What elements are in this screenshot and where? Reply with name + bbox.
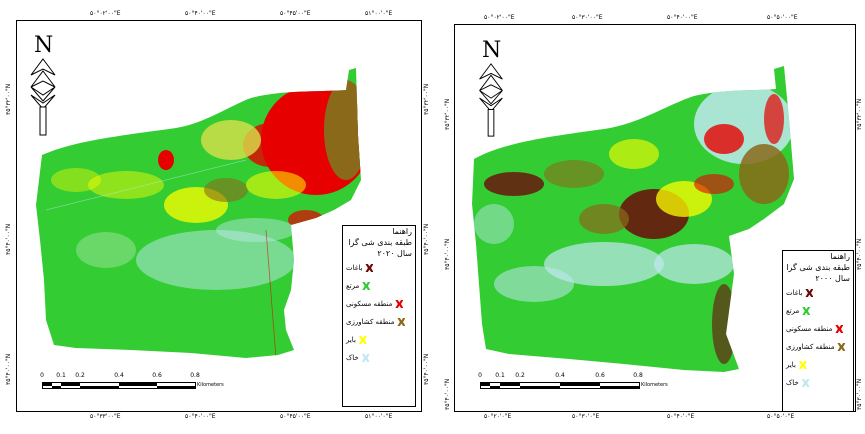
landcover-map-2000 xyxy=(472,66,794,372)
scale-tick: 0.2 xyxy=(75,372,85,379)
north-arrow-icon: N xyxy=(476,38,506,138)
legend-item-label: مرتع xyxy=(786,307,800,315)
legend-title: راهنما xyxy=(392,227,412,236)
bottom-coord: ۵۰°۴۵'۰۰"E xyxy=(280,413,311,420)
agriculture-swatch-icon xyxy=(397,318,406,326)
legend-title: راهنما xyxy=(830,252,850,261)
barren-swatch-icon xyxy=(798,361,807,369)
scale-tick: 0.1 xyxy=(56,372,66,379)
legend-subtitle: طبقه بندی شی گرا xyxy=(348,238,412,247)
legend-item-label: بایر xyxy=(346,336,356,344)
bottom-coord: ۵۰°۳۰'۰"E xyxy=(572,413,600,420)
left-coord: ۳۵°۳۲'۰۰"N xyxy=(5,83,12,115)
legend: راهنما طبقه بندی شی گرا سال ۲۰۲۰ باغات م… xyxy=(342,225,416,407)
scale-bar: 0 0.1 0.2 0.4 0.6 0.8 Kilometers xyxy=(478,372,690,396)
legend-item-label: بایر xyxy=(786,361,796,369)
legend-item: منطقه مسکونی xyxy=(783,320,853,338)
legend-item: مرتع xyxy=(783,302,853,320)
legend-item: خاک xyxy=(783,374,853,392)
barren-swatch-icon xyxy=(358,336,367,344)
soil-swatch-icon xyxy=(361,354,370,362)
scale-tick: 0.1 xyxy=(495,372,505,379)
top-coord: ۵۰°۴۰'۰۰"E xyxy=(185,10,216,17)
legend-item: منطقه کشاورزی xyxy=(783,338,853,356)
orchard-swatch-icon xyxy=(365,264,374,272)
right-coord: ۳۵°۳۰'۰۰"N xyxy=(856,378,863,410)
legend-item: خاک xyxy=(343,349,415,367)
left-coord: ۳۵°۴۰'۰۰"N xyxy=(5,353,12,385)
right-coord: ۳۵°۴۰'۰۰"N xyxy=(423,353,430,385)
top-coord: ۵۰°۴۵'۰۰"E xyxy=(280,10,311,17)
legend-item: بایر xyxy=(783,356,853,374)
legend-item: بایر xyxy=(343,331,415,349)
top-coord: ۵۰°۰۲'۰۰"E xyxy=(90,10,121,17)
legend-item: منطقه کشاورزی xyxy=(343,313,415,331)
bottom-coord: ۵۰°۴۰'۰۰"E xyxy=(185,413,216,420)
left-coord: ۳۵°۴۰'۰۰"N xyxy=(5,223,12,255)
north-arrow-icon: N xyxy=(28,33,58,138)
scale-tick: 0.4 xyxy=(555,372,565,379)
landcover-map-2020 xyxy=(36,68,361,358)
legend-item-label: منطقه مسکونی xyxy=(346,300,393,308)
rangeland-swatch-icon xyxy=(802,307,811,315)
legend-item-label: منطقه مسکونی xyxy=(786,325,833,333)
scale-unit: Kilometers xyxy=(641,382,668,388)
scale-tick: 0.8 xyxy=(190,372,200,379)
legend-year: سال ۲۰۲۰ xyxy=(377,249,412,258)
top-coord: ۵۰°۵۰'۰۰"E xyxy=(767,14,798,21)
legend-item-label: خاک xyxy=(786,379,799,387)
bottom-coord: ۵۱°۰۰'۰"E xyxy=(365,413,393,420)
scale-tick: 0.4 xyxy=(114,372,124,379)
right-coord: ۳۵°۴۰'۰۰"N xyxy=(856,238,863,270)
top-coord: ۵۱°۰۰'۰"E xyxy=(365,10,393,17)
residential-swatch-icon xyxy=(395,300,404,308)
legend-item-label: خاک xyxy=(346,354,359,362)
rangeland-swatch-icon xyxy=(362,282,371,290)
bottom-coord: ۵۰°۴۰'۰"E xyxy=(667,413,695,420)
north-label: N xyxy=(482,38,502,63)
map-panel-2020: ۵۰°۰۲'۰۰"E ۵۰°۴۰'۰۰"E ۵۰°۴۵'۰۰"E ۵۱°۰۰'۰… xyxy=(0,0,432,434)
scale-unit: Kilometers xyxy=(197,382,224,388)
map-panel-2000: ۵۰°۰۲'۰۰"E ۵۰°۳۰'۰۰"E ۵۰°۴۰'۰۰"E ۵۰°۵۰'۰… xyxy=(432,0,865,434)
scale-tick: 0.8 xyxy=(633,372,643,379)
scale-tick: 0 xyxy=(478,372,482,379)
top-coord: ۵۰°۳۰'۰۰"E xyxy=(572,14,603,21)
legend-year: سال ۲۰۰۰ xyxy=(815,274,850,283)
right-coord: ۳۵°۳۲'۰۰"N xyxy=(856,98,863,130)
right-coord: ۳۵°۳۲'۰۰"N xyxy=(423,83,430,115)
soil-swatch-icon xyxy=(801,379,810,387)
north-label: N xyxy=(34,33,54,58)
orchard-swatch-icon xyxy=(805,289,814,297)
legend-item: باغات xyxy=(343,259,415,277)
bottom-coord: ۵۰°۳۳'۰۰"E xyxy=(90,413,121,420)
bottom-coord: ۵۰°۵۰'۰"E xyxy=(767,413,795,420)
top-coord: ۵۰°۴۰'۰۰"E xyxy=(667,14,698,21)
left-coord: ۳۵°۳۲'۰۰"N xyxy=(444,98,451,130)
scale-tick: 0.2 xyxy=(515,372,525,379)
legend: راهنما طبقه بندی شی گرا سال ۲۰۰۰ باغات م… xyxy=(782,250,854,412)
left-coord: ۳۵°۴۰'۰۰"N xyxy=(444,238,451,270)
right-coord: ۳۵°۴۰'۰۰"N xyxy=(423,223,430,255)
legend-item-label: باغات xyxy=(786,289,803,297)
legend-item-label: مرتع xyxy=(346,282,360,290)
residential-swatch-icon xyxy=(835,325,844,333)
legend-item-label: باغات xyxy=(346,264,363,272)
left-coord: ۳۵°۴۰'۰۰"N xyxy=(444,378,451,410)
legend-item-label: منطقه کشاورزی xyxy=(786,343,835,351)
top-coord: ۵۰°۰۲'۰۰"E xyxy=(484,14,515,21)
scale-tick: 0.6 xyxy=(152,372,162,379)
legend-item: مرتع xyxy=(343,277,415,295)
scale-bar: 0 0.1 0.2 0.4 0.6 0.8 Kilometers xyxy=(40,372,242,396)
scale-tick: 0.6 xyxy=(595,372,605,379)
legend-item: باغات xyxy=(783,284,853,302)
bottom-coord: ۵۰°۲۰'۰"E xyxy=(484,413,512,420)
legend-item-label: منطقه کشاورزی xyxy=(346,318,395,326)
legend-item: منطقه مسکونی xyxy=(343,295,415,313)
agriculture-swatch-icon xyxy=(837,343,846,351)
legend-subtitle: طبقه بندی شی گرا xyxy=(786,263,850,272)
scale-tick: 0 xyxy=(40,372,44,379)
